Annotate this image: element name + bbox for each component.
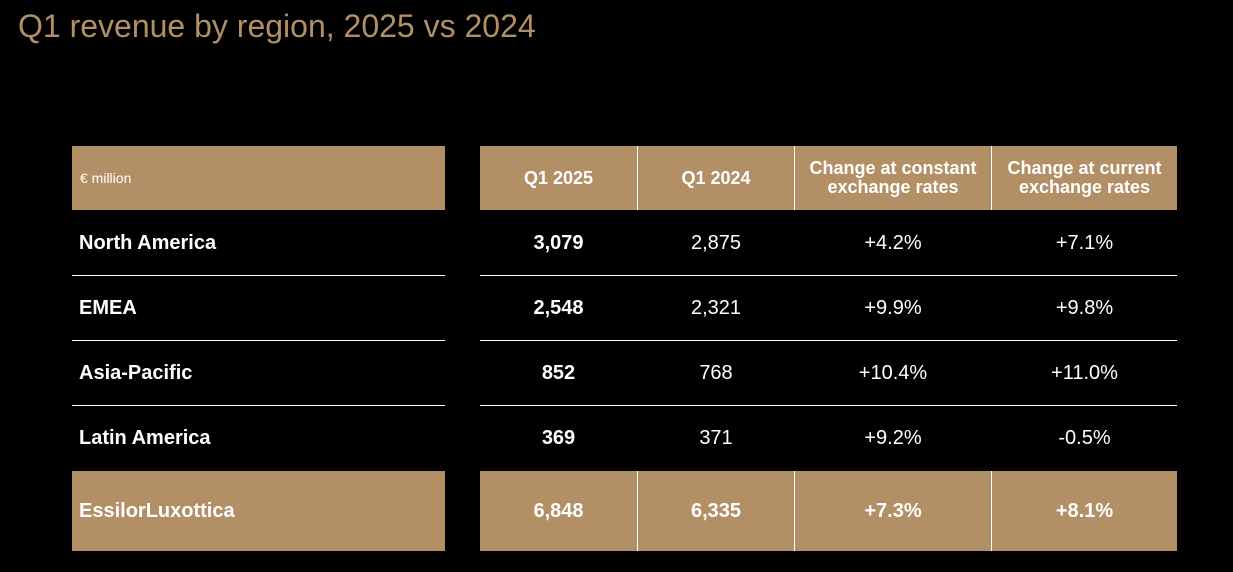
cell-q1-2024: 2,875 bbox=[690, 231, 742, 254]
cell-change-current: +9.8% bbox=[1055, 296, 1114, 319]
row-label: EMEA bbox=[79, 296, 137, 319]
cell-q1-2024: 2,321 bbox=[690, 296, 742, 319]
column-header-q1-2025: Q1 2025 bbox=[523, 167, 594, 188]
total-row: 6,848 6,335 +7.3% +8.1% bbox=[480, 471, 1177, 551]
column-header-row: Q1 2025 Q1 2024 Change at constant excha… bbox=[480, 146, 1177, 210]
cell-q1-2025: 369 bbox=[541, 426, 576, 449]
unit-header: € million bbox=[72, 146, 445, 210]
header-divider bbox=[637, 146, 638, 210]
row-separator bbox=[72, 275, 445, 276]
total-divider bbox=[794, 471, 795, 551]
row-separator bbox=[480, 405, 1177, 406]
total-divider bbox=[637, 471, 638, 551]
cell-change-current: +7.1% bbox=[1055, 231, 1114, 254]
header-divider bbox=[794, 146, 795, 210]
cell-change-current: +11.0% bbox=[1051, 361, 1118, 384]
row-separator bbox=[72, 405, 445, 406]
cell-q1-2025: 2,548 bbox=[533, 296, 584, 319]
total-q1-2025: 6,848 bbox=[533, 499, 584, 522]
cell-q1-2024: 371 bbox=[699, 426, 733, 449]
column-header-q1-2024: Q1 2024 bbox=[681, 167, 751, 188]
page-title: Q1 revenue by region, 2025 vs 2024 bbox=[18, 8, 536, 44]
total-label-cell: EssilorLuxottica bbox=[72, 471, 445, 551]
cell-change-constant: +9.9% bbox=[864, 296, 922, 319]
total-label: EssilorLuxottica bbox=[79, 499, 235, 522]
total-divider bbox=[991, 471, 992, 551]
row-separator bbox=[480, 340, 1177, 341]
unit-label: € million bbox=[80, 170, 132, 186]
column-header-change-current: Change at current exchange rates bbox=[1007, 158, 1162, 197]
cell-change-constant: +9.2% bbox=[864, 426, 922, 449]
cell-change-constant: +4.2% bbox=[864, 231, 922, 254]
cell-q1-2025: 852 bbox=[541, 361, 576, 384]
row-separator bbox=[480, 275, 1177, 276]
row-label: Latin America bbox=[79, 426, 211, 449]
column-header-change-constant: Change at constant exchange rates bbox=[809, 158, 977, 197]
total-q1-2024: 6,335 bbox=[690, 499, 742, 522]
cell-q1-2024: 768 bbox=[699, 361, 733, 384]
cell-change-constant: +10.4% bbox=[858, 361, 928, 384]
cell-change-current: -0.5% bbox=[1058, 426, 1111, 449]
row-separator bbox=[72, 340, 445, 341]
total-change-constant: +7.3% bbox=[864, 499, 922, 522]
header-divider bbox=[991, 146, 992, 210]
row-label: Asia-Pacific bbox=[79, 361, 193, 384]
row-label: North America bbox=[79, 231, 217, 254]
cell-q1-2025: 3,079 bbox=[533, 231, 584, 254]
total-change-current: +8.1% bbox=[1055, 499, 1114, 522]
